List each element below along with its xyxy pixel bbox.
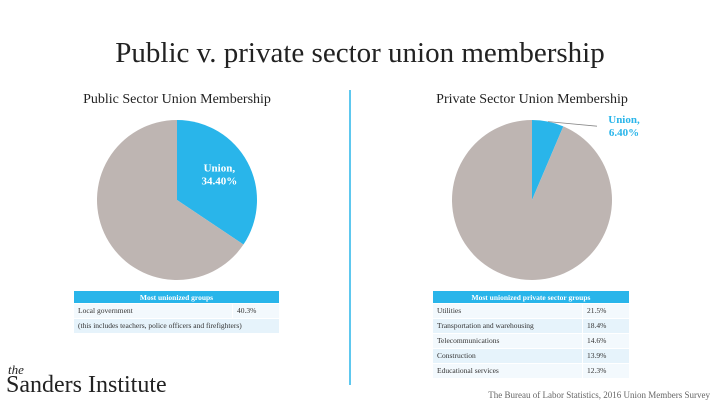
table-cell: Construction xyxy=(432,348,583,364)
pie-slice xyxy=(532,120,564,200)
slice-label: Union, xyxy=(204,162,236,174)
table-header: Most unionized groups xyxy=(73,290,280,304)
table-cell: Transportation and warehousing xyxy=(432,318,583,334)
pie-slice xyxy=(452,120,612,280)
slide-title: Public v. private sector union membershi… xyxy=(115,37,604,69)
table: Most unionized groups Local government 40.… xyxy=(73,290,280,334)
table-cell: (this includes teachers, police officers… xyxy=(73,318,280,334)
table: Most unionized private sector groups Util… xyxy=(432,290,630,379)
table-cell: 14.6% xyxy=(582,333,630,349)
slice-value: 34.40% xyxy=(201,175,237,187)
table-cell: Local government xyxy=(73,303,233,319)
pie-slice xyxy=(177,120,258,245)
pie-slice xyxy=(97,120,244,280)
leader-line xyxy=(547,121,598,127)
table-cell: Utilities xyxy=(432,303,583,319)
table-cell: 40.3% xyxy=(232,303,280,319)
pie-title: Private Sector Union Membership xyxy=(436,92,628,107)
logo-name: Sanders Institute xyxy=(6,372,167,398)
table-cell: 13.9% xyxy=(582,348,630,364)
table-cell: 12.3% xyxy=(582,363,630,379)
table-cell: 21.5% xyxy=(582,303,630,319)
table-cell: 18.4% xyxy=(582,318,630,334)
source: The Bureau of Labor Statistics, 2016 Uni… xyxy=(488,390,710,400)
logo-small: the xyxy=(8,362,24,377)
table-cell: Telecommunications xyxy=(432,333,583,349)
slice-value: 6.40% xyxy=(609,127,639,139)
slice-label: Union, xyxy=(608,114,640,126)
table-header: Most unionized private sector groups xyxy=(432,290,630,304)
table-cell: Educational services xyxy=(432,363,583,379)
pie-title: Public Sector Union Membership xyxy=(83,92,271,107)
